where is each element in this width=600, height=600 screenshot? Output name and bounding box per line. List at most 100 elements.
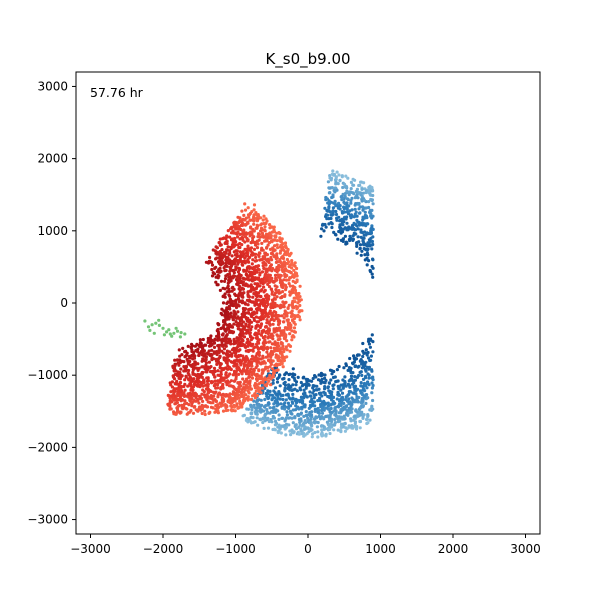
blue-point bbox=[352, 418, 356, 422]
blue-point bbox=[370, 247, 374, 251]
blue-point bbox=[347, 392, 351, 396]
red-point bbox=[239, 394, 243, 398]
red-point bbox=[191, 370, 195, 374]
red-point bbox=[263, 361, 267, 365]
blue-point bbox=[284, 393, 288, 397]
blue-point bbox=[359, 253, 363, 257]
blue-point bbox=[331, 169, 335, 173]
red-point bbox=[244, 273, 248, 277]
blue-point bbox=[344, 363, 348, 368]
blue-point bbox=[265, 408, 269, 412]
blue-point bbox=[308, 427, 312, 431]
red-point bbox=[281, 355, 285, 359]
red-point bbox=[287, 269, 291, 274]
red-point bbox=[225, 286, 230, 290]
blue-point bbox=[349, 201, 353, 205]
red-point bbox=[248, 318, 252, 322]
red-point bbox=[247, 213, 251, 217]
red-point bbox=[271, 359, 275, 363]
blue-point bbox=[346, 368, 350, 372]
red-point bbox=[207, 360, 211, 364]
red-point bbox=[276, 313, 280, 318]
blue-point bbox=[278, 373, 282, 377]
red-point bbox=[232, 405, 236, 409]
red-point bbox=[235, 339, 239, 343]
red-point bbox=[256, 232, 261, 236]
red-point bbox=[230, 409, 234, 413]
red-point bbox=[283, 241, 288, 245]
red-point bbox=[263, 334, 267, 339]
blue-point bbox=[279, 394, 283, 398]
red-point bbox=[271, 322, 275, 326]
red-point bbox=[266, 314, 270, 318]
blue-point bbox=[320, 377, 324, 381]
red-point bbox=[214, 275, 218, 279]
red-point bbox=[225, 256, 229, 260]
blue-point bbox=[334, 409, 338, 413]
red-point bbox=[287, 265, 291, 269]
red-point bbox=[264, 296, 268, 300]
red-point bbox=[241, 232, 245, 236]
red-point bbox=[265, 239, 269, 243]
red-point bbox=[238, 361, 242, 365]
blue-point bbox=[323, 376, 327, 380]
blue-point bbox=[345, 197, 350, 201]
red-point bbox=[229, 342, 233, 346]
blue-point bbox=[370, 333, 374, 337]
green-point bbox=[170, 334, 174, 338]
red-point bbox=[192, 394, 196, 398]
blue-point bbox=[311, 391, 315, 395]
blue-point bbox=[344, 398, 348, 402]
red-point bbox=[225, 323, 229, 327]
red-point bbox=[291, 284, 295, 288]
red-point bbox=[186, 411, 190, 415]
red-point bbox=[231, 330, 236, 334]
blue-point bbox=[361, 236, 365, 240]
red-point bbox=[178, 375, 182, 379]
blue-point bbox=[322, 417, 326, 421]
blue-point bbox=[360, 366, 364, 370]
blue-point bbox=[261, 420, 265, 425]
red-point bbox=[298, 318, 302, 322]
blue-point bbox=[364, 348, 368, 352]
blue-point bbox=[333, 375, 337, 379]
blue-point bbox=[314, 375, 318, 379]
red-point bbox=[259, 380, 263, 385]
red-point bbox=[202, 349, 206, 353]
red-point bbox=[206, 336, 210, 341]
red-point bbox=[186, 362, 190, 366]
blue-point bbox=[336, 390, 340, 394]
red-point bbox=[257, 338, 261, 342]
red-point bbox=[228, 325, 232, 329]
blue-point bbox=[353, 388, 357, 392]
blue-point bbox=[332, 428, 336, 432]
blue-point bbox=[353, 207, 357, 211]
blue-point bbox=[367, 342, 371, 346]
blue-point bbox=[264, 404, 268, 408]
red-point bbox=[236, 243, 240, 247]
red-point bbox=[281, 300, 285, 304]
blue-point bbox=[323, 206, 327, 210]
red-point bbox=[290, 266, 294, 270]
red-point bbox=[235, 368, 240, 372]
red-point bbox=[227, 358, 231, 362]
red-point bbox=[213, 379, 217, 383]
blue-point bbox=[348, 356, 352, 361]
blue-point bbox=[327, 389, 331, 393]
red-point bbox=[198, 341, 202, 345]
red-point bbox=[236, 296, 241, 301]
blue-point bbox=[363, 376, 368, 380]
blue-point bbox=[292, 430, 296, 434]
blue-point bbox=[358, 191, 363, 195]
red-point bbox=[216, 369, 220, 373]
blue-point bbox=[360, 373, 364, 377]
blue-point bbox=[335, 368, 339, 372]
red-point bbox=[266, 236, 270, 240]
blue-point bbox=[284, 398, 288, 402]
red-point bbox=[278, 337, 282, 341]
blue-point bbox=[333, 232, 337, 236]
blue-point bbox=[323, 391, 327, 395]
blue-point bbox=[370, 272, 374, 276]
red-point bbox=[260, 234, 265, 239]
red-point bbox=[295, 266, 299, 271]
